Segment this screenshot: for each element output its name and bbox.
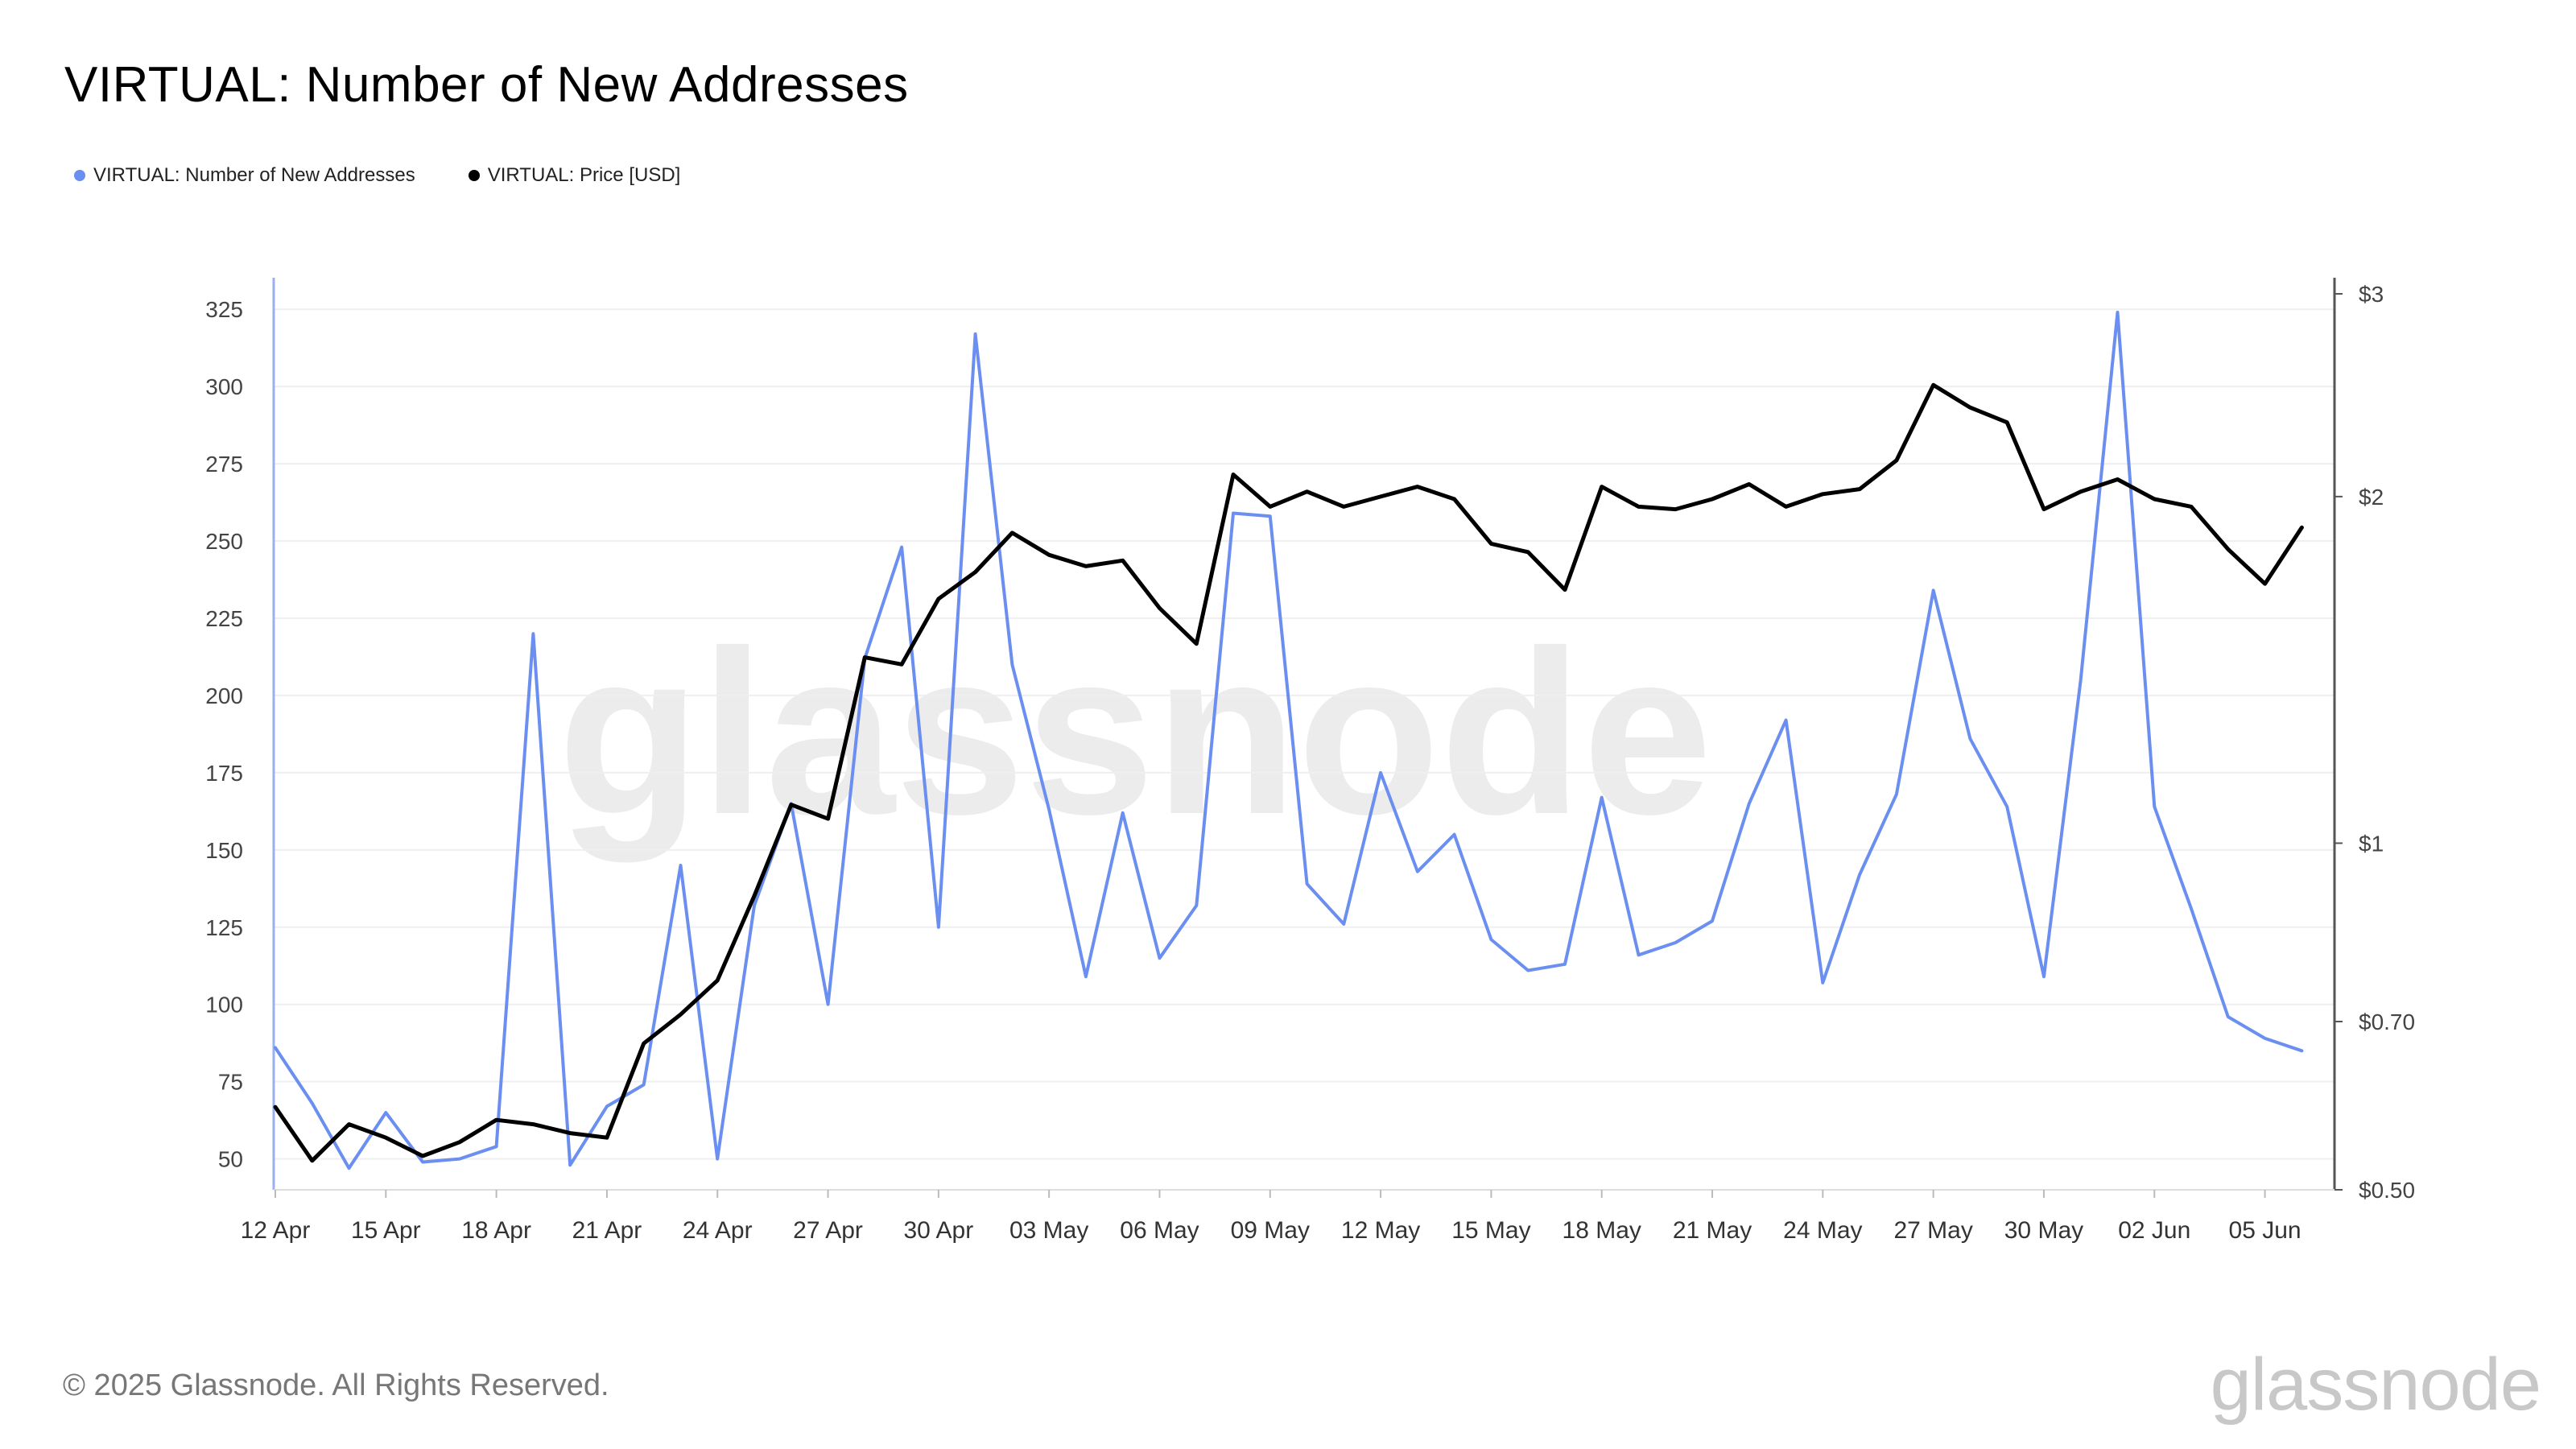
x-tick-label: 18 May xyxy=(1563,1217,1641,1244)
brand-logo: glassnode xyxy=(2210,1344,2541,1426)
x-tick-label: 06 May xyxy=(1120,1217,1199,1244)
y-left-tick-label: 325 xyxy=(205,297,243,322)
x-tick-label: 15 Apr xyxy=(351,1217,421,1244)
x-tick-label: 27 May xyxy=(1893,1217,1972,1244)
y-left-tick-label: 225 xyxy=(205,606,243,631)
y-left-tick-label: 50 xyxy=(218,1147,243,1172)
copyright-footer: © 2025 Glassnode. All Rights Reserved. xyxy=(63,1368,609,1402)
y-right-tick-label: $3 xyxy=(2359,282,2384,307)
legend-marker-price xyxy=(468,170,480,181)
x-tick-label: 30 Apr xyxy=(903,1217,973,1244)
y-left-tick-label: 250 xyxy=(205,529,243,554)
watermark: glassnode xyxy=(558,602,1712,864)
x-tick-label: 09 May xyxy=(1231,1217,1310,1244)
x-tick-label: 24 Apr xyxy=(683,1217,753,1244)
legend-label-price: VIRTUAL: Price [USD] xyxy=(487,164,681,186)
series-line-new-addresses xyxy=(274,311,2304,1170)
legend: VIRTUAL: Number of New Addresses VIRTUAL… xyxy=(74,164,680,187)
x-tick-label: 21 May xyxy=(1673,1217,1752,1244)
y-right-tick-label: $0.70 xyxy=(2359,1009,2415,1034)
y-left-tick-label: 75 xyxy=(218,1070,243,1095)
y-left-tick-label: 300 xyxy=(205,374,243,399)
y-left-tick-label: 150 xyxy=(205,838,243,863)
x-tick-label: 24 May xyxy=(1783,1217,1862,1244)
y-left-tick-label: 200 xyxy=(205,683,243,708)
chart-title: VIRTUAL: Number of New Addresses xyxy=(64,57,909,113)
x-tick-label: 21 Apr xyxy=(572,1217,642,1244)
x-tick-label: 27 Apr xyxy=(793,1217,863,1244)
legend-item-new-addresses[interactable]: VIRTUAL: Number of New Addresses xyxy=(74,164,415,187)
x-tick-label: 12 May xyxy=(1341,1217,1420,1244)
y-left-tick-label: 275 xyxy=(205,452,243,477)
y-left-tick-label: 100 xyxy=(205,993,243,1018)
y-left-tick-label: 125 xyxy=(205,915,243,940)
legend-marker-new-addresses xyxy=(74,170,85,181)
legend-item-price[interactable]: VIRTUAL: Price [USD] xyxy=(468,164,681,187)
y-left-tick-label: 175 xyxy=(205,761,243,786)
series-line-price xyxy=(273,382,2304,1163)
y-right-tick-label: $0.50 xyxy=(2359,1178,2415,1203)
y-right-tick-label: $2 xyxy=(2359,485,2384,510)
x-tick-label: 12 Apr xyxy=(241,1217,311,1244)
x-tick-label: 30 May xyxy=(2004,1217,2083,1244)
x-tick-label: 02 Jun xyxy=(2118,1217,2190,1244)
x-tick-label: 03 May xyxy=(1009,1217,1088,1244)
x-tick-label: 15 May xyxy=(1451,1217,1530,1244)
x-tick-label: 05 Jun xyxy=(2229,1217,2301,1244)
legend-label-new-addresses: VIRTUAL: Number of New Addresses xyxy=(93,164,415,186)
x-tick-label: 18 Apr xyxy=(461,1217,531,1244)
y-right-tick-label: $1 xyxy=(2359,831,2384,856)
